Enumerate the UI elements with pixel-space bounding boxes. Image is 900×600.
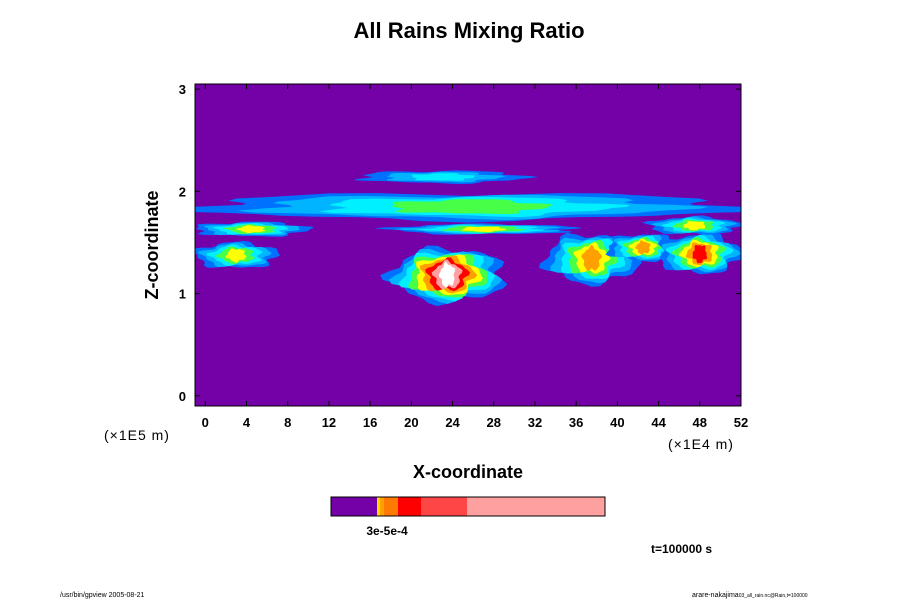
- contour-level-yellow: [236, 225, 266, 234]
- colorbar-segment: [384, 497, 398, 516]
- contour-region-mid-band: [374, 223, 582, 235]
- footer-right-small: 03_all_rain.nc@Rain,t=100000: [739, 593, 808, 599]
- x-tick-label: 24: [445, 415, 460, 430]
- x-tick-label: 20: [404, 415, 418, 430]
- x-tick-label: 32: [528, 415, 542, 430]
- x-multiplier: (×1E4 m): [668, 436, 734, 452]
- contour-level-green: [391, 199, 553, 215]
- x-tick-label: 12: [322, 415, 336, 430]
- contour-level-yellow: [225, 248, 247, 263]
- footer-right-main: arare-nakajima: [692, 592, 739, 599]
- colorbar-segment: [380, 497, 384, 516]
- contour-region-left-green-band: [196, 221, 314, 237]
- x-tick-label: 28: [487, 415, 501, 430]
- contour-region-left-lower-cell: [195, 240, 280, 268]
- time-label: t=100000 s: [651, 542, 712, 556]
- colorbar-segment: [467, 497, 605, 516]
- colorbar-segment: [331, 497, 377, 516]
- footer-left: /usr/bin/gpview 2005-08-21: [60, 592, 145, 599]
- chart-title: All Rains Mixing Ratio: [353, 18, 584, 43]
- x-tick-label: 40: [610, 415, 624, 430]
- x-tick-label: 8: [284, 415, 291, 430]
- colorbar-frame: [330, 496, 606, 517]
- x-tick-label: 0: [202, 415, 209, 430]
- plot-frame: [194, 83, 742, 407]
- x-tick-label: 16: [363, 415, 377, 430]
- y-tick-label: 3: [179, 82, 186, 97]
- contour-level-cyan: [410, 173, 476, 181]
- contour-level-orange: [581, 244, 602, 271]
- y-tick-label: 1: [179, 287, 186, 302]
- y-tick-label: 0: [179, 389, 186, 404]
- colorbar-segment: [398, 497, 421, 516]
- colorbar-segment: [377, 497, 380, 516]
- x-tick-label: 44: [651, 415, 666, 430]
- y-axis-label: Z-coordinate: [142, 190, 162, 299]
- footer-right: arare-nakajima03_all_rain.nc@Rain,t=1000…: [692, 592, 808, 599]
- x-tick-label: 48: [693, 415, 707, 430]
- contour-level-red: [692, 245, 707, 264]
- contour-region-upper-cap: [354, 170, 538, 185]
- contour-level-yellow: [683, 221, 706, 231]
- contour-region-right-cell-c: [657, 232, 741, 275]
- contour-level-white: [438, 262, 456, 288]
- x-tick-label: 4: [243, 415, 251, 430]
- contour-level-orange: [635, 240, 651, 255]
- colorbar-segment: [421, 497, 467, 516]
- contour-field: [195, 170, 741, 307]
- x-ticks: 0 4 8 12 16 20 24 28 32 36 40 44 48 52: [202, 84, 748, 430]
- contour-region-right-upper-band: [642, 215, 741, 235]
- contour-level-yellow: [460, 226, 507, 232]
- colorbar: [330, 496, 606, 517]
- y-tick-label: 2: [179, 184, 186, 199]
- contour-region-central-storm: [380, 245, 508, 307]
- y-multiplier: (×1E5 m): [104, 427, 170, 443]
- y-ticks: 0 1 2 3: [179, 82, 741, 404]
- x-tick-label: 52: [734, 415, 748, 430]
- colorbar-labels: 3e-5e-4: [366, 524, 408, 538]
- contour-region-upper-layer-band: [195, 193, 741, 223]
- x-tick-label: 36: [569, 415, 583, 430]
- x-axis-label: X-coordinate: [413, 462, 523, 482]
